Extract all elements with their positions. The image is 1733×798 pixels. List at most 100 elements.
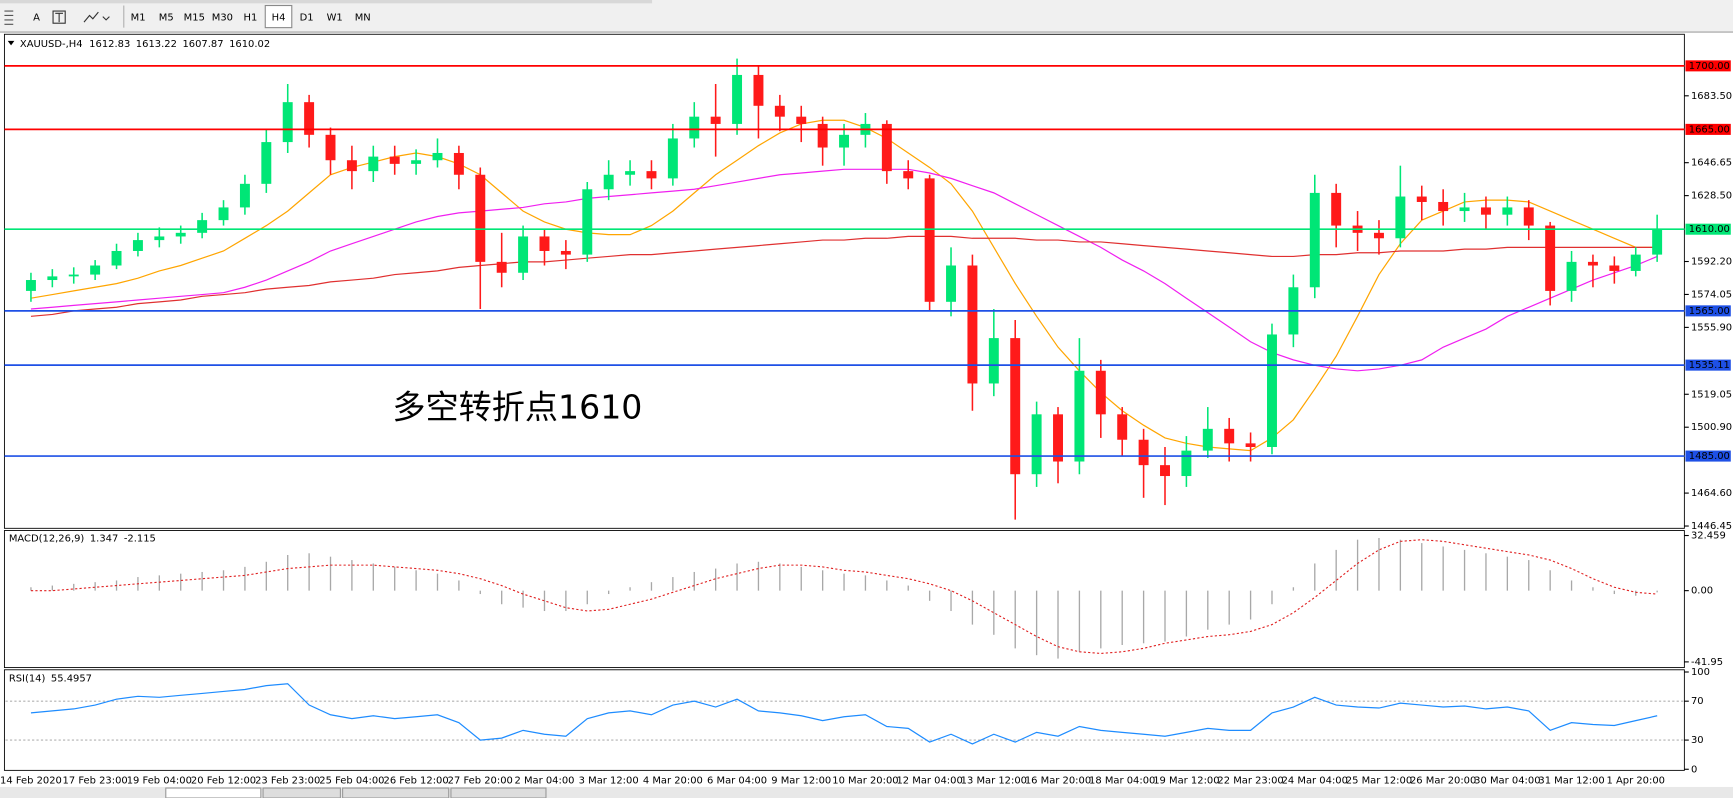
timeframe-button[interactable]: MN <box>355 13 371 24</box>
menu-icon[interactable] <box>4 10 14 25</box>
y-tick-label: 1683.50 <box>1691 91 1732 102</box>
x-tick-label: 20 Feb 12:00 <box>191 775 256 786</box>
candle-body <box>1202 428 1213 451</box>
y-tick-label: 0 <box>1691 764 1697 775</box>
candle-body <box>1074 370 1085 462</box>
candle-body <box>1480 207 1491 215</box>
y-tick-label: 1555.90 <box>1691 322 1732 333</box>
y-tick-label: -41.95 <box>1691 657 1723 668</box>
candle-body <box>881 123 892 172</box>
candle-body <box>1224 428 1235 444</box>
x-tick-label: 2 Mar 04:00 <box>514 775 574 786</box>
candle-body <box>839 134 850 148</box>
moving-average <box>30 168 1658 372</box>
level-label-box <box>1685 450 1731 462</box>
candle-body <box>47 276 58 281</box>
candle-body <box>304 102 315 135</box>
level-label: 1485.00 <box>1689 451 1730 462</box>
level-label-box <box>1685 359 1731 371</box>
candle-body <box>946 265 957 302</box>
text-label-icon[interactable] <box>52 10 66 24</box>
timeframe-button[interactable]: M15 <box>184 13 205 24</box>
rsi-header: 55.4957 <box>51 674 92 685</box>
candle-body <box>518 236 529 273</box>
x-tick-label: 23 Feb 23:00 <box>255 775 320 786</box>
candle-body <box>903 171 914 179</box>
level-label: 1565.00 <box>1689 306 1730 317</box>
annotation: 多空转折点1610 <box>392 387 642 426</box>
candle-body <box>1331 192 1342 226</box>
timeframe-button[interactable]: H1 <box>244 13 258 24</box>
timeframe-button[interactable]: M5 <box>159 13 174 24</box>
timeframe-button[interactable]: H4 <box>272 13 286 24</box>
y-tick-label: 70 <box>1691 696 1704 707</box>
timeframe-button[interactable]: D1 <box>300 13 314 24</box>
candle-body <box>796 116 807 124</box>
y-tick-label: 1628.50 <box>1691 191 1732 202</box>
shapes-menu-icon[interactable] <box>83 11 110 23</box>
x-tick-label: 12 Mar 04:00 <box>896 775 962 786</box>
candle-body <box>1630 254 1641 271</box>
moving-average <box>30 119 1658 452</box>
macd-signal <box>30 539 1658 654</box>
candle-body <box>1545 225 1556 291</box>
level-label-box <box>1685 223 1731 235</box>
x-tick-label: 14 Feb 2020 <box>0 775 62 786</box>
candle-body <box>1267 334 1277 447</box>
y-tick-label: 0.00 <box>1691 586 1713 597</box>
x-tick-label: 18 Mar 04:00 <box>1089 775 1155 786</box>
candle-body <box>1566 261 1577 291</box>
level-label-box <box>1685 60 1731 72</box>
y-tick-label: 100 <box>1691 667 1710 678</box>
y-tick-label: 1592.20 <box>1691 257 1732 268</box>
candle-body <box>1416 196 1427 202</box>
candle-body <box>1609 265 1620 271</box>
x-tick-label: 26 Feb 12:00 <box>383 775 448 786</box>
y-tick-label: 30 <box>1691 735 1704 746</box>
candle-body <box>1309 192 1320 288</box>
timeframe-button[interactable]: W1 <box>327 13 343 24</box>
candle-body <box>1095 370 1106 415</box>
candle-body <box>646 171 657 179</box>
y-tick-label: 1646.65 <box>1691 158 1732 169</box>
x-tick-label: 1 Apr 20:00 <box>1606 775 1664 786</box>
candle-body <box>1395 196 1406 239</box>
tab[interactable] <box>165 787 262 798</box>
candle-body <box>90 265 101 275</box>
candle-body <box>282 102 293 143</box>
tab[interactable] <box>342 787 450 798</box>
candle-body <box>1138 439 1149 466</box>
x-tick-label: 3 Mar 12:00 <box>579 775 639 786</box>
candle-body <box>218 207 229 221</box>
timeframe-button[interactable]: M1 <box>131 13 146 24</box>
collapse-arrow[interactable] <box>7 40 15 46</box>
candle-body <box>1587 261 1598 266</box>
candle-body <box>1117 414 1128 440</box>
candle-body <box>967 265 978 384</box>
text-tool[interactable]: A <box>33 13 40 24</box>
candle-body <box>539 236 550 251</box>
rsi-line <box>30 683 1658 745</box>
candle-body <box>988 338 999 384</box>
toolbar <box>0 0 1733 33</box>
macd-header: MACD(12,26,9) <box>9 533 85 544</box>
x-tick-label: 31 Mar 12:00 <box>1538 775 1604 786</box>
y-tick-label: 1519.05 <box>1691 389 1732 400</box>
candle-body <box>689 116 700 139</box>
candle-body <box>924 178 935 302</box>
level-label: 1535.11 <box>1689 360 1730 371</box>
timeframe-button[interactable]: M30 <box>212 13 233 24</box>
header-quote: 1613.22 <box>136 39 177 50</box>
candle-body <box>1053 414 1063 462</box>
candle-body <box>346 160 357 172</box>
candle-body <box>582 189 593 255</box>
tab[interactable] <box>450 787 547 798</box>
candle-body <box>197 220 208 233</box>
tab-bar <box>0 786 1733 798</box>
tab[interactable] <box>262 787 341 798</box>
candle-body <box>732 74 743 124</box>
x-tick-label: 10 Mar 20:00 <box>832 775 898 786</box>
rsi-header: RSI(14) <box>9 674 46 685</box>
toolbar-top <box>0 0 653 4</box>
